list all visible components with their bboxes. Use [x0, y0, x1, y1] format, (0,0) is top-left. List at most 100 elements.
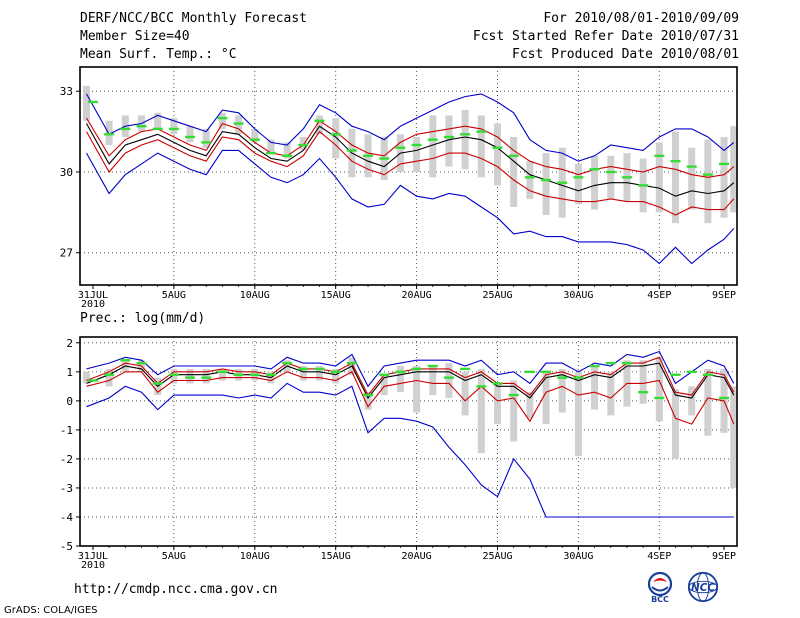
temp-xtick-label: 20AUG [402, 290, 432, 301]
forecast-period: For 2010/08/01-2010/09/09 [543, 11, 739, 26]
prec-ensemble-bar [655, 357, 663, 422]
prec-ensemble-bar [526, 392, 534, 419]
prec-xtick-sublabel: 2010 [81, 560, 105, 571]
temp-xtick-label: 31JUL [78, 290, 108, 301]
temp-ensemble-bar [494, 123, 502, 186]
prec-ensemble-bar [730, 386, 738, 488]
temp-ensemble-bar [607, 155, 615, 199]
prec-ytick-label: 1 [66, 366, 73, 379]
temp-xtick-label: 4SEP [647, 290, 671, 301]
prec-ensemble-bar [186, 368, 194, 384]
temp-ensemble-bar [542, 153, 550, 216]
temp-ensemble-bar [186, 126, 194, 143]
temp-ensemble-bar [477, 115, 485, 178]
prec-ensemble-bar [315, 366, 323, 381]
prec-xtick-label: 30AUG [563, 551, 593, 562]
temp-ensemble-bar [170, 118, 178, 135]
prec-ytick-label: -1 [60, 424, 73, 437]
temp-ensemble-bar [704, 139, 712, 224]
temp-ensemble-bar [655, 142, 663, 213]
member-size: Member Size=40 [80, 29, 190, 44]
temp-ensemble-bar [510, 136, 518, 207]
prec-ensemble-bar [591, 366, 599, 410]
fcst-produced-date: Fcst Produced Date 2010/08/01 [512, 47, 739, 62]
grads-credit: GrADS: COLA/IGES [4, 605, 98, 616]
prec-ensemble-bar [218, 368, 226, 381]
temp-series-min [86, 149, 735, 265]
prec-ensemble-bar [477, 368, 485, 454]
prec-ytick-label: -3 [60, 482, 73, 495]
prec-xtick-label: 10AUG [240, 551, 270, 562]
temp-ensemble-bar [461, 110, 469, 170]
temp-ytick-label: 27 [60, 247, 73, 260]
prec-ensemble-bar [574, 371, 582, 457]
prec-ensemble-bar [510, 380, 518, 442]
prec-series-mean [86, 362, 735, 400]
bcc-logo: BCC [647, 571, 673, 604]
temp-xtick-label: 9SEP [712, 290, 736, 301]
ncc-logo: NCC [687, 571, 719, 603]
prec-ensemble-bar [202, 368, 210, 384]
prec-xtick-label: 20AUG [402, 551, 432, 562]
temp-ensemble-bar [105, 120, 113, 146]
svg-text:BCC: BCC [651, 595, 669, 604]
footer-url[interactable]: http://cmdp.ncc.cma.gov.cn [74, 582, 278, 597]
temp-ensemble-bar [720, 136, 728, 218]
prec-ensemble-bar [170, 368, 178, 384]
temp-ensemble-bar [235, 115, 243, 135]
prec-ensemble-bar [672, 389, 680, 459]
temp-xtick-label: 10AUG [240, 290, 270, 301]
prec-ensemble-bar [396, 366, 404, 393]
prec-xtick-label: 31JUL [78, 551, 108, 562]
temp-series-lower [86, 130, 735, 216]
temp-xtick-label: 30AUG [563, 290, 593, 301]
temp-ytick-label: 30 [60, 166, 73, 179]
temp-ensemble-bar [267, 139, 275, 154]
prec-ensemble-bar [688, 386, 696, 416]
prec-ensemble-bar [299, 366, 307, 381]
temp-series-mean [86, 123, 735, 197]
prec-ensemble-bar [332, 368, 340, 384]
temp-ensemble-bar [413, 136, 421, 172]
prec-ensemble-bar [82, 371, 90, 384]
prec-xtick-label: 5AUG [162, 551, 186, 562]
prec-series-upper [86, 356, 735, 397]
temp-ensemble-bar [672, 131, 680, 224]
temp-xtick-label: 15AUG [321, 290, 351, 301]
temp-xtick-label: 5AUG [162, 290, 186, 301]
temp-xtick-label: 25AUG [482, 290, 512, 301]
prec-ensemble-bar [558, 368, 566, 413]
prec-ensemble-bar [639, 360, 647, 404]
prec-frame [79, 336, 738, 547]
temp-ensemble-bar [730, 126, 738, 213]
prec-ytick-label: -4 [60, 511, 74, 524]
prec-ensemble-bar [413, 366, 421, 413]
fcst-started-date: Fcst Started Refer Date 2010/07/31 [472, 29, 739, 44]
temp-ytick-label: 33 [60, 85, 73, 98]
temp-ensemble-bar [688, 147, 696, 210]
temp-ensemble-bar [154, 112, 162, 129]
prec-xtick-label: 9SEP [712, 551, 736, 562]
prec-ensemble-bar [494, 383, 502, 425]
prec-series-min [86, 382, 734, 518]
prec-ensemble-bar [105, 368, 113, 387]
prec-title: Prec.: log(mm/d) [80, 311, 205, 326]
prec-ensemble-bar [607, 371, 615, 416]
temp-ensemble-bar [82, 85, 90, 121]
temp-ensemble-bar [574, 163, 582, 205]
prec-ytick-label: -2 [60, 453, 73, 466]
temp-ensemble-bar [591, 155, 599, 210]
prec-ensemble-bar [364, 392, 372, 410]
temp-ensemble-bar [251, 128, 259, 143]
prec-ensemble-bar [704, 368, 712, 436]
svg-text:NCC: NCC [691, 582, 715, 594]
prec-xtick-label: 25AUG [482, 551, 512, 562]
prec-xtick-label: 15AUG [321, 551, 351, 562]
prec-series-max [86, 350, 735, 388]
temp-ensemble-bar [332, 118, 340, 159]
prec-ensemble-bar [380, 374, 388, 396]
forecast-title: DERF/NCC/BCC Monthly Forecast [80, 11, 307, 26]
